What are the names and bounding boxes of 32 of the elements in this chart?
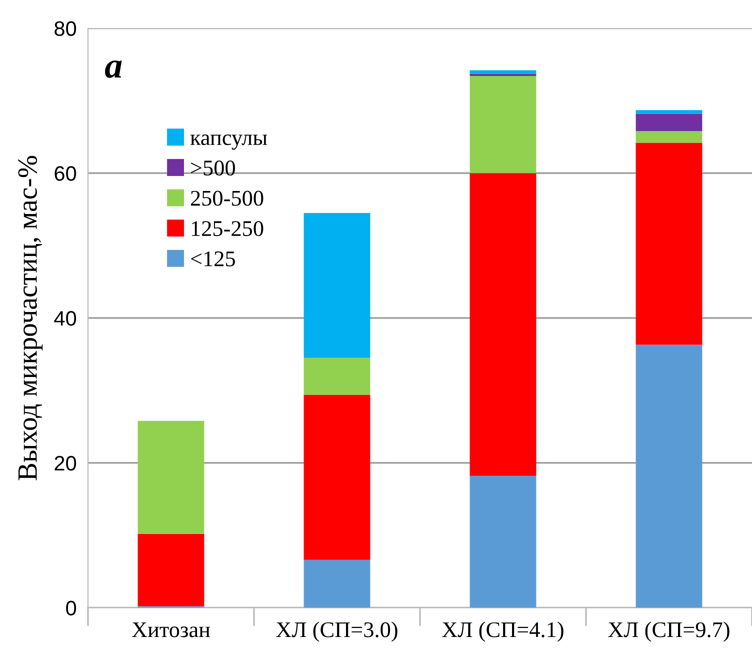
y-tick-label: 80 bbox=[54, 21, 76, 36]
bar bbox=[304, 394, 370, 560]
legend-label: капсулы bbox=[190, 134, 268, 150]
bar bbox=[636, 114, 702, 132]
bar bbox=[636, 344, 702, 608]
legend-label: 250-500 bbox=[190, 190, 264, 206]
bar bbox=[304, 212, 370, 358]
legend-label: >500 bbox=[191, 160, 235, 176]
y-tick-label: 0 bbox=[66, 600, 76, 616]
bar bbox=[138, 534, 204, 606]
y-tick-label: 20 bbox=[54, 456, 76, 471]
bar bbox=[138, 420, 204, 534]
bar bbox=[304, 358, 370, 395]
bar bbox=[636, 110, 702, 114]
annotation: a bbox=[105, 60, 122, 78]
bar bbox=[470, 70, 536, 74]
y-axis-title: Выход микрочастиц, мас-% bbox=[18, 156, 43, 480]
bar bbox=[470, 74, 536, 76]
x-tick-label: Хитозан bbox=[132, 622, 210, 638]
x-tick-label: ХЛ (СП=4.1) bbox=[442, 622, 564, 642]
y-tick-label: 60 bbox=[54, 166, 76, 181]
bar bbox=[636, 142, 702, 345]
bar bbox=[470, 173, 536, 476]
bar bbox=[470, 476, 536, 608]
x-tick-label: ХЛ (СП=3.0) bbox=[276, 622, 398, 642]
x-tick-label: ХЛ (СП=9.7) bbox=[608, 622, 730, 642]
legend-label: <125 bbox=[191, 251, 235, 266]
y-tick-label: 40 bbox=[54, 310, 76, 326]
bar bbox=[304, 560, 370, 608]
bar bbox=[636, 131, 702, 143]
legend-label: 125-250 bbox=[192, 221, 264, 236]
bar bbox=[470, 76, 536, 174]
